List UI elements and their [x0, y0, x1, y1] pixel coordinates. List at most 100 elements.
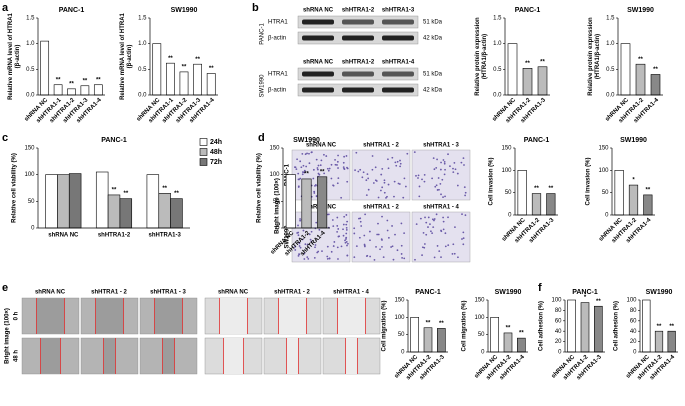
cell	[393, 180, 396, 183]
cell	[303, 171, 306, 174]
cell	[317, 164, 320, 167]
wound-gap	[223, 338, 244, 374]
cell	[422, 231, 425, 234]
legend-label: 72h	[210, 159, 222, 166]
significance: **	[653, 67, 658, 73]
blot-band	[302, 35, 334, 41]
chart-title: SW1990	[646, 289, 673, 296]
bar	[507, 43, 518, 96]
cell	[314, 244, 317, 246]
y-tick-label: 100	[598, 168, 609, 174]
bar	[614, 170, 624, 216]
image-row-label: 0 h	[14, 311, 20, 320]
cell	[438, 250, 441, 253]
wound-gap	[95, 298, 124, 334]
bar	[642, 299, 651, 353]
y-tick-label: 60	[630, 318, 637, 324]
y-tick-label: 150	[269, 146, 280, 152]
bar	[95, 171, 109, 229]
y-tick-label: 0	[401, 350, 405, 356]
significance: **	[426, 320, 431, 326]
chart-title: PANC-1	[524, 137, 550, 144]
cell	[345, 238, 347, 240]
image-column-label: shHTRA1 - 2	[363, 143, 399, 149]
cell	[336, 230, 339, 233]
wound-gap	[286, 338, 299, 374]
cell	[394, 233, 396, 236]
blot-size: 51 kDa	[423, 72, 443, 78]
cell	[327, 169, 330, 172]
cell	[456, 172, 459, 175]
cell	[312, 168, 315, 171]
cell	[400, 253, 403, 255]
cell	[415, 223, 418, 226]
cell	[363, 234, 366, 237]
cell	[366, 173, 369, 175]
bar	[80, 85, 90, 96]
cell	[443, 173, 446, 176]
y-tick-label: 0.0	[493, 93, 502, 99]
cell	[464, 194, 467, 197]
significance: **	[195, 57, 200, 63]
image-column-label: shHTRA1 - 2	[363, 205, 399, 211]
bar	[179, 71, 189, 96]
cell	[374, 166, 377, 169]
bar	[635, 63, 646, 96]
bar	[285, 174, 296, 229]
blot-band	[342, 87, 374, 93]
y-tick-label: 1.5	[138, 16, 147, 22]
cell	[326, 167, 329, 170]
cell	[308, 162, 311, 165]
cell	[427, 216, 430, 219]
cell	[394, 161, 397, 164]
cell	[374, 179, 377, 182]
cell	[342, 161, 345, 164]
cell	[417, 177, 419, 179]
cell	[379, 189, 382, 192]
bar	[107, 194, 121, 229]
cell	[461, 213, 463, 216]
cell	[319, 164, 322, 167]
cell	[321, 250, 323, 253]
chart-title: PANC-1	[59, 7, 85, 14]
blot-size: 42 kDa	[423, 88, 443, 94]
cell	[306, 243, 309, 246]
cell	[383, 191, 386, 194]
y-axis-label: Relative protein expression	[588, 17, 594, 96]
cell	[433, 256, 436, 259]
bar	[620, 43, 631, 96]
cell	[442, 159, 445, 161]
bar	[193, 63, 202, 96]
legend-swatch	[199, 158, 208, 166]
lane-label: shHTRA1-2	[342, 60, 375, 66]
cell	[318, 173, 321, 176]
y-tick-label: 100	[474, 315, 485, 321]
cell	[357, 170, 360, 173]
chart-title: PANC-1	[515, 7, 541, 14]
cell	[413, 151, 416, 154]
bar	[517, 337, 526, 353]
panel-label: a	[2, 2, 9, 14]
cell	[365, 179, 368, 182]
cell	[305, 165, 308, 168]
cell	[391, 225, 393, 227]
cell	[391, 245, 394, 248]
cell	[318, 228, 321, 231]
image-column-label: shHTRA1 - 2	[91, 290, 127, 296]
y-tick-label: 100	[269, 172, 280, 178]
cell	[337, 258, 339, 260]
cell	[369, 255, 372, 258]
cell	[342, 228, 344, 231]
cell	[433, 218, 436, 220]
cell	[371, 168, 374, 171]
cell	[387, 158, 389, 161]
significance: **	[657, 324, 662, 330]
cell	[444, 195, 446, 198]
y-tick-label: 50	[28, 199, 35, 205]
y-tick-label: 1.0	[26, 41, 35, 47]
significance: *	[584, 295, 587, 301]
y-tick-label: 1.0	[493, 41, 502, 47]
cell	[345, 155, 348, 157]
bar	[317, 176, 328, 229]
cell	[375, 245, 377, 248]
